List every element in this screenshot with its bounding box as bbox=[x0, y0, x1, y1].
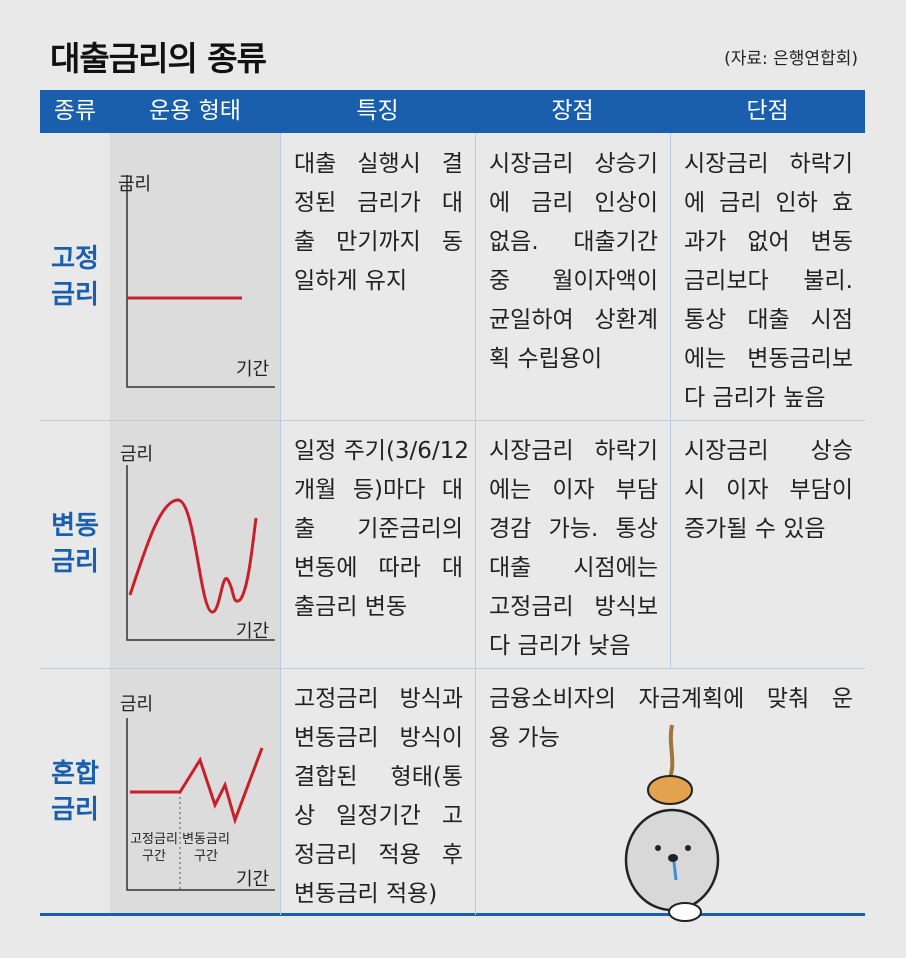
text-line: 에는 이자 부담 bbox=[489, 477, 658, 503]
text-line: 결합된 형태(통 bbox=[294, 764, 463, 790]
text-line: 출금리 변동 bbox=[294, 594, 408, 620]
col-divider bbox=[670, 420, 671, 668]
text-line: 균일하여 상환계 bbox=[489, 307, 658, 333]
col-divider bbox=[670, 133, 671, 420]
header-bar bbox=[40, 90, 865, 133]
text-line: 상 일정기간 고 bbox=[294, 803, 463, 829]
row-label-line: 혼합 bbox=[51, 758, 99, 789]
text-line: 출 만기까지 동 bbox=[294, 229, 463, 255]
col-divider bbox=[475, 420, 476, 668]
text-line: 다 금리가 높음 bbox=[684, 385, 826, 411]
text-line: 금리보다 불리. bbox=[684, 268, 853, 294]
x-label: 기간 bbox=[236, 621, 269, 642]
col-divider bbox=[280, 668, 281, 915]
y-label: 금리 bbox=[120, 444, 153, 465]
col-divider bbox=[280, 420, 281, 668]
segment-label: 변동금리 bbox=[182, 832, 230, 847]
text-line: 대출 실행시 결 bbox=[294, 151, 463, 177]
text-line: 에 금리 인상이 bbox=[489, 190, 658, 216]
x-label: 기간 bbox=[236, 869, 269, 890]
row-label-line: 금리 bbox=[51, 547, 99, 577]
segment-label: 고정금리 bbox=[130, 832, 178, 847]
y-label: 금리 bbox=[118, 174, 151, 195]
text-line: 통상 대출 시점 bbox=[684, 307, 853, 333]
text-line: 시장금리 상승 bbox=[684, 438, 853, 464]
row-label-line: 변동 bbox=[51, 511, 99, 541]
text-line: 획 수립용이 bbox=[489, 346, 603, 372]
row-label-line: 고정 bbox=[51, 243, 99, 274]
text-line: 증가될 수 있음 bbox=[684, 516, 826, 542]
col-divider bbox=[280, 133, 281, 420]
text-line: 시장금리 하락기 bbox=[489, 438, 658, 464]
segment-label: 구간 bbox=[142, 849, 166, 864]
column-header: 종류 bbox=[53, 98, 97, 124]
row-divider bbox=[40, 668, 865, 669]
row-divider bbox=[40, 420, 865, 421]
text-line: 경감 가능. 통상 bbox=[489, 516, 658, 542]
title: 대출금리의 종류 bbox=[50, 39, 267, 78]
text-line: 개월 등)마다 대 bbox=[294, 477, 463, 503]
text-line: 과가 없어 변동 bbox=[684, 229, 853, 255]
text-line: 변동금리 적용) bbox=[294, 881, 438, 907]
text-line: 시장금리 하락기 bbox=[684, 151, 853, 177]
text-line: 시장금리 상승기 bbox=[489, 151, 658, 177]
column-header: 장점 bbox=[551, 98, 594, 124]
bottom-rule bbox=[40, 913, 865, 916]
text-line: 변동금리 방식이 bbox=[294, 725, 463, 751]
column-header: 단점 bbox=[746, 98, 789, 124]
text-line: 시 이자 부담이 bbox=[684, 477, 853, 503]
text-line: 고정금리 방식보 bbox=[489, 594, 658, 620]
text-line: 대출 시점에는 bbox=[489, 555, 658, 581]
column-header: 운용 형태 bbox=[149, 98, 241, 124]
row-label-line: 금리 bbox=[51, 794, 99, 825]
text-line: 다 금리가 낮음 bbox=[489, 633, 631, 659]
column-header: 특징 bbox=[356, 98, 399, 124]
text-line: 고정금리 방식과 bbox=[294, 686, 463, 712]
text-line: 에 금리 인하 효 bbox=[684, 190, 853, 216]
text-line: 금융소비자의 자금계획에 맞춰 운 bbox=[489, 686, 853, 712]
col-divider bbox=[475, 668, 476, 915]
row-label-line: 금리 bbox=[51, 279, 99, 310]
text-line: 정금리 적용 후 bbox=[294, 842, 463, 868]
text-line: 없음. 대출기간 bbox=[489, 229, 658, 255]
text-line: 정된 금리가 대 bbox=[294, 190, 463, 216]
segment-label: 구간 bbox=[194, 849, 218, 864]
text-line: 변동에 따라 대 bbox=[294, 555, 463, 581]
character bbox=[624, 724, 720, 922]
source: (자료: 은행연합회) bbox=[724, 49, 858, 69]
chart-column bbox=[110, 133, 280, 915]
text-line: 출 기준금리의 bbox=[294, 516, 463, 542]
x-label: 기간 bbox=[236, 359, 269, 380]
col-divider bbox=[475, 133, 476, 420]
text-line: 일하게 유지 bbox=[294, 268, 408, 294]
y-label: 금리 bbox=[120, 694, 153, 715]
text-line: 일정 주기(3/6/12 bbox=[294, 438, 469, 464]
text-line: 에는 변동금리보 bbox=[684, 346, 853, 372]
text-line: 용 가능 bbox=[489, 725, 560, 751]
text-line: 중 월이자액이 bbox=[489, 268, 658, 294]
